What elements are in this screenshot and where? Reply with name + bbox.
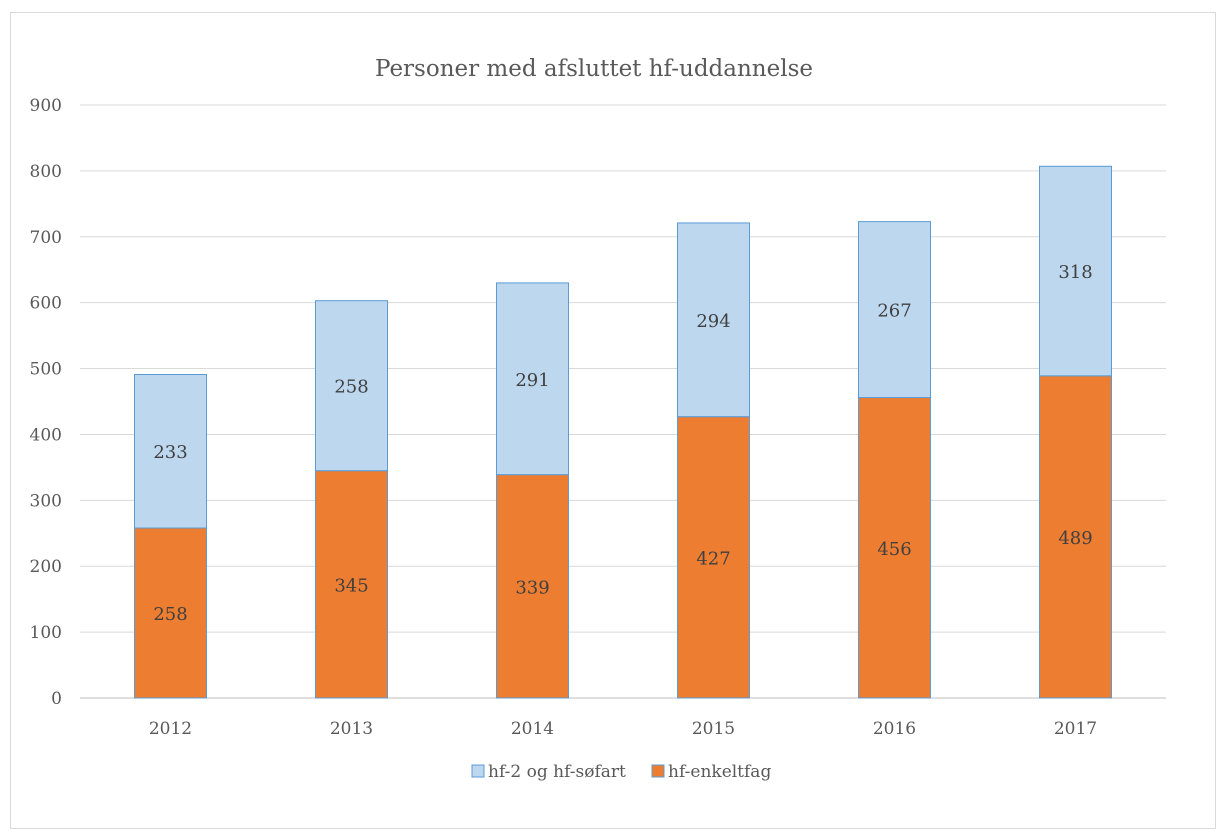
x-tick-label: 2013 — [330, 719, 373, 739]
bar-hf-2-og-hf-s-fart-2015 — [677, 222, 750, 418]
bar-hf-enkeltfag-2013 — [315, 470, 388, 699]
bar-hf-enkeltfag-2016 — [858, 397, 931, 699]
legend: hf-2 og hf-søfart hf-enkeltfag — [471, 762, 771, 782]
x-tick-label: 2014 — [511, 719, 554, 739]
y-tick-label: 200 — [30, 557, 62, 577]
bar-hf-2-og-hf-s-fart-2016 — [858, 221, 931, 399]
data-label: 427 — [696, 548, 730, 569]
x-tick-label: 2015 — [692, 719, 735, 739]
data-label: 258 — [153, 604, 187, 625]
data-label: 339 — [515, 577, 549, 598]
chart-frame — [10, 12, 1216, 829]
x-tick-label: 2016 — [873, 719, 916, 739]
y-tick-label: 500 — [30, 360, 62, 380]
chart-title: Personer med afsluttet hf-uddannelse — [375, 56, 813, 82]
data-label: 291 — [515, 370, 549, 391]
data-label: 489 — [1058, 528, 1092, 549]
x-tick-label: 2017 — [1054, 719, 1097, 739]
bar-hf-enkeltfag-2015 — [677, 416, 750, 699]
data-label: 294 — [696, 311, 730, 332]
legend-swatch — [651, 764, 665, 778]
y-tick-label: 100 — [30, 623, 62, 643]
bar-hf-enkeltfag-2017 — [1039, 375, 1112, 699]
gridlines — [80, 104, 1166, 699]
y-tick-label: 600 — [30, 294, 62, 314]
y-tick-label: 300 — [30, 491, 62, 511]
data-label: 258 — [334, 377, 368, 398]
y-tick-label: 800 — [30, 162, 62, 182]
y-tick-label: 700 — [30, 228, 62, 248]
data-label: 318 — [1058, 262, 1092, 283]
data-label: 267 — [877, 301, 911, 322]
data-label: 233 — [153, 442, 187, 463]
y-tick-label: 900 — [30, 96, 62, 116]
data-label: 345 — [334, 575, 368, 596]
y-tick-label: 400 — [30, 425, 62, 445]
data-label: 456 — [877, 539, 911, 560]
bar-hf-enkeltfag-2014 — [496, 474, 569, 699]
legend-label: hf-2 og hf-søfart — [488, 762, 626, 782]
bar-hf-2-og-hf-s-fart-2014 — [496, 282, 569, 476]
legend-swatch — [471, 764, 485, 778]
x-tick-label: 2012 — [149, 719, 192, 739]
bar-hf-2-og-hf-s-fart-2012 — [134, 373, 207, 529]
bar-hf-2-og-hf-s-fart-2017 — [1039, 165, 1112, 377]
y-axis: 0 100 200 300 400 500 600 700 800 900 — [30, 96, 62, 709]
y-tick-label: 0 — [51, 689, 62, 709]
legend-label: hf-enkeltfag — [668, 762, 771, 782]
bar-hf-2-og-hf-s-fart-2013 — [315, 300, 388, 472]
x-axis: 2012 2013 2014 2015 2016 2017 — [149, 719, 1097, 739]
bars: 258 233 345 258 339 291 427 294 456 267 489 318 — [134, 165, 1112, 699]
bar-hf-enkeltfag-2012 — [134, 527, 207, 699]
